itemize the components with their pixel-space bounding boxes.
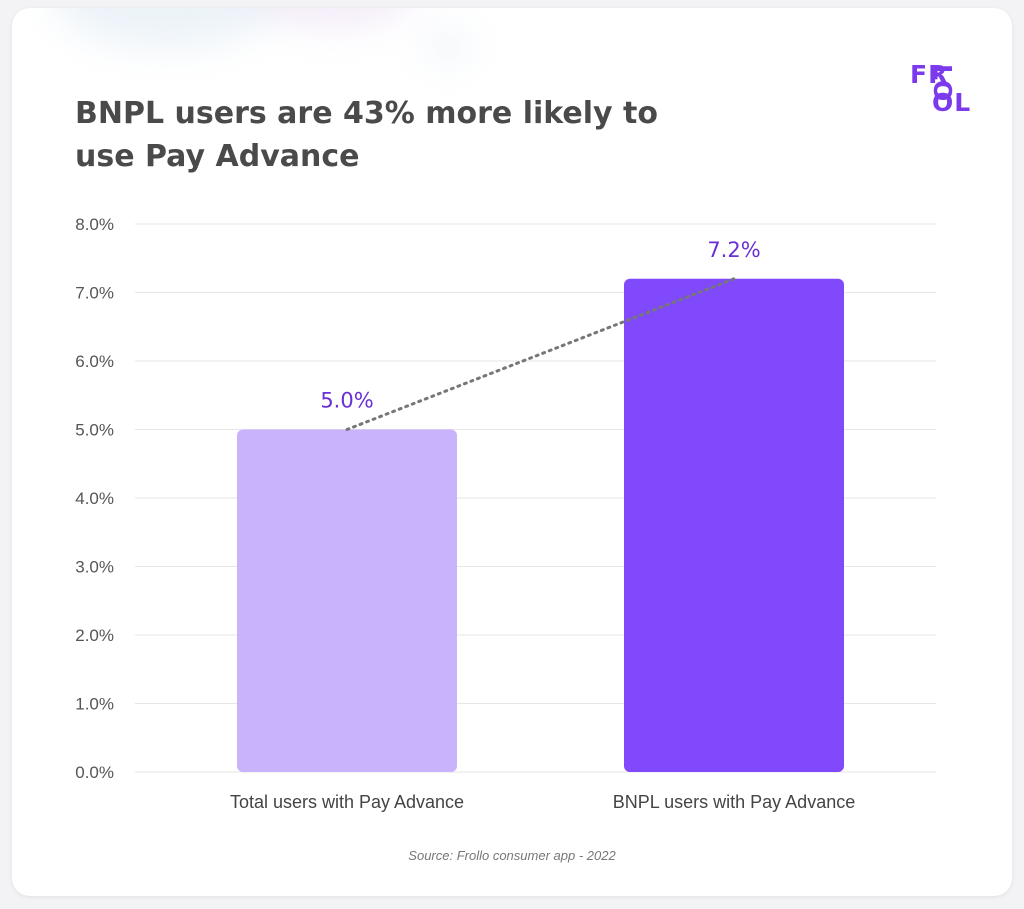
bar-bnpl-users — [624, 278, 844, 772]
chart-title: BNPL users are 43% more likely to use Pa… — [75, 96, 659, 174]
y-tick-label: 4.0% — [75, 489, 114, 508]
source-caption: Source: Frollo consumer app - 2022 — [408, 848, 616, 863]
x-category-label: Total users with Pay Advance — [230, 792, 464, 812]
labels-layer: 0.0% 1.0% 2.0% 3.0% 4.0% 5.0% 6.0% 7.0% 8.0% 5.0%… — [75, 215, 855, 812]
bar-chart: 0.0% 1.0% 2.0% 3.0% 4.0% 5.0% 6.0% 7.0% 8.0% 5.0%… — [75, 215, 936, 812]
y-tick-label: 5.0% — [75, 421, 114, 440]
connector-layer — [345, 277, 736, 431]
logo-text-fr: FR — [910, 60, 949, 89]
y-tick-label: 3.0% — [75, 558, 114, 577]
y-tick-label: 0.0% — [75, 763, 114, 782]
decorative-blob — [422, 28, 472, 64]
logo-text-ol: OL — [932, 88, 972, 117]
dotted-connector-line — [345, 277, 736, 431]
chart-card: BNPL users are 43% more likely to use Pa… — [12, 8, 1012, 896]
bar-value-label: 5.0% — [320, 389, 373, 413]
x-category-label: BNPL users with Pay Advance — [613, 792, 855, 812]
bar-value-label: 7.2% — [707, 238, 760, 262]
bar-total-users — [237, 429, 457, 772]
y-tick-label: 8.0% — [75, 215, 114, 234]
frollo-logo: FR OL LO — [910, 44, 990, 117]
y-tick-label: 2.0% — [75, 626, 114, 645]
y-tick-label: 7.0% — [75, 284, 114, 303]
y-tick-label: 1.0% — [75, 695, 114, 714]
y-tick-label: 6.0% — [75, 352, 114, 371]
bars-layer — [237, 278, 844, 772]
